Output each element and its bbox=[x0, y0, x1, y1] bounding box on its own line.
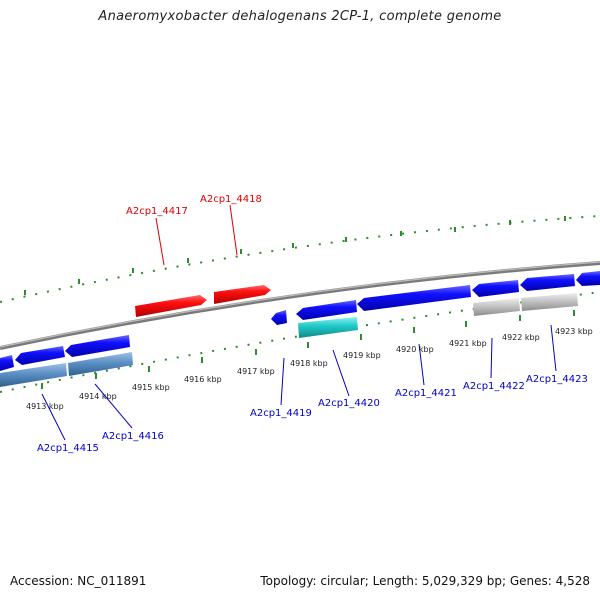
tick-label: 4920 kbp bbox=[396, 345, 434, 354]
gene-arrow[interactable] bbox=[576, 271, 600, 286]
accession-label: Accession: NC_011891 bbox=[10, 574, 147, 588]
grey-feature-bar[interactable] bbox=[473, 298, 520, 316]
gene-label-a2cp1-4419[interactable]: A2cp1_4419 bbox=[250, 408, 312, 419]
gene-arrow-a2cp1-4423[interactable] bbox=[520, 274, 575, 291]
gene-label-a2cp1-4415[interactable]: A2cp1_4415 bbox=[37, 443, 99, 454]
gene-label-a2cp1-4420[interactable]: A2cp1_4420 bbox=[318, 398, 380, 409]
gene-arrow[interactable] bbox=[65, 335, 130, 357]
pseudogene-bar[interactable] bbox=[0, 363, 67, 387]
gene-arrow[interactable] bbox=[15, 346, 65, 365]
gene-label-a2cp1-4416[interactable]: A2cp1_4416 bbox=[102, 431, 164, 442]
gene-label-a2cp1-4418[interactable]: A2cp1_4418 bbox=[200, 194, 262, 205]
outer-tick-track bbox=[0, 215, 600, 303]
inner-major-ticks bbox=[41, 310, 575, 389]
gene-label-a2cp1-4417[interactable]: A2cp1_4417 bbox=[126, 206, 188, 217]
tick-label: 4913 kbp bbox=[26, 402, 64, 411]
tick-label: 4914 kbp bbox=[79, 392, 117, 401]
tick-label: 4915 kbp bbox=[132, 383, 170, 392]
gene-arrow-a2cp1-4417[interactable] bbox=[135, 295, 207, 317]
gene-labels: A2cp1_4417 A2cp1_4418 A2cp1_4415 A2cp1_4… bbox=[37, 194, 588, 454]
genome-summary: Topology: circular; Length: 5,029,329 bp… bbox=[260, 574, 590, 588]
reverse-genes bbox=[0, 271, 600, 387]
genome-title: Anaeromyxobacter dehalogenans 2CP-1, com… bbox=[98, 9, 502, 24]
inner-tick-track bbox=[0, 291, 600, 393]
tick-label: 4918 kbp bbox=[290, 359, 328, 368]
tick-label: 4923 kbp bbox=[555, 327, 593, 336]
gene-arrow-a2cp1-4420[interactable] bbox=[296, 300, 357, 320]
gene-arrow-a2cp1-4418[interactable] bbox=[214, 285, 271, 304]
tick-label: 4921 kbp bbox=[449, 339, 487, 348]
grey-feature-bar[interactable] bbox=[521, 293, 578, 311]
genome-backbone-highlight bbox=[0, 261, 600, 348]
gene-label-a2cp1-4423[interactable]: A2cp1_4423 bbox=[526, 374, 588, 385]
pseudogene-bar[interactable] bbox=[68, 352, 133, 376]
gene-arrow[interactable] bbox=[0, 355, 14, 371]
gene-arrow-a2cp1-4421[interactable] bbox=[357, 285, 471, 311]
tick-label: 4916 kbp bbox=[184, 375, 222, 384]
tick-label: 4922 kbp bbox=[502, 333, 540, 342]
gene-label-a2cp1-4422[interactable]: A2cp1_4422 bbox=[463, 381, 525, 392]
label-leaders bbox=[41, 204, 557, 441]
tick-label: 4919 kbp bbox=[343, 351, 381, 360]
tick-labels: 4913 kbp 4914 kbp 4915 kbp 4916 kbp 4917… bbox=[26, 327, 593, 411]
tick-label: 4917 kbp bbox=[237, 367, 275, 376]
rna-bar[interactable] bbox=[298, 317, 358, 338]
gene-arrow-a2cp1-4419[interactable] bbox=[271, 310, 287, 325]
gene-label-a2cp1-4421[interactable]: A2cp1_4421 bbox=[395, 388, 457, 399]
genome-backbone bbox=[0, 261, 600, 350]
gene-arrow-a2cp1-4422[interactable] bbox=[472, 280, 519, 297]
forward-genes bbox=[135, 285, 271, 317]
outer-major-ticks bbox=[24, 216, 566, 295]
